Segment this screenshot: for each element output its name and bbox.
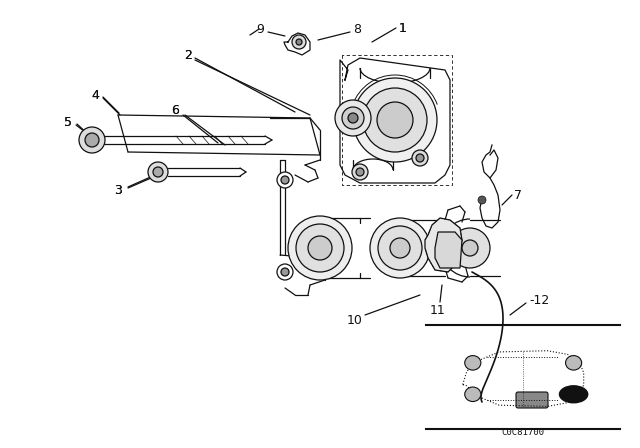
Circle shape [281, 176, 289, 184]
Text: -12: -12 [530, 293, 550, 306]
Circle shape [148, 162, 168, 182]
Polygon shape [425, 218, 462, 272]
Text: 3: 3 [114, 184, 122, 197]
Ellipse shape [566, 356, 582, 370]
Circle shape [335, 100, 371, 136]
Text: 6: 6 [171, 103, 179, 116]
Circle shape [348, 113, 358, 123]
Circle shape [363, 88, 427, 152]
Circle shape [450, 228, 490, 268]
Text: 8: 8 [353, 22, 361, 35]
Text: 5: 5 [64, 116, 72, 129]
Circle shape [559, 386, 588, 403]
Circle shape [277, 172, 293, 188]
Circle shape [281, 268, 289, 276]
Text: 2: 2 [184, 48, 192, 61]
Circle shape [412, 150, 428, 166]
Circle shape [296, 39, 302, 45]
Ellipse shape [465, 387, 481, 401]
Text: 11: 11 [430, 303, 446, 316]
FancyBboxPatch shape [516, 392, 548, 408]
Circle shape [517, 395, 527, 405]
Text: 1: 1 [399, 22, 407, 34]
Text: 4: 4 [91, 89, 99, 102]
Circle shape [390, 238, 410, 258]
Circle shape [296, 224, 344, 272]
Circle shape [478, 196, 486, 204]
Circle shape [277, 264, 293, 280]
Circle shape [153, 167, 163, 177]
Circle shape [292, 35, 306, 49]
Circle shape [462, 240, 478, 256]
Text: 4: 4 [91, 89, 99, 102]
Circle shape [356, 168, 364, 176]
Circle shape [416, 154, 424, 162]
Text: 6: 6 [171, 103, 179, 116]
Text: 7: 7 [514, 189, 522, 202]
Text: 1: 1 [399, 22, 407, 34]
Circle shape [378, 226, 422, 270]
Ellipse shape [465, 356, 481, 370]
Circle shape [352, 164, 368, 180]
Circle shape [353, 78, 437, 162]
Text: C0C81700: C0C81700 [502, 428, 545, 437]
Text: 3: 3 [114, 184, 122, 197]
Circle shape [85, 133, 99, 147]
Ellipse shape [566, 387, 582, 401]
Circle shape [288, 216, 352, 280]
Text: 5: 5 [64, 116, 72, 129]
Circle shape [370, 218, 430, 278]
Circle shape [530, 396, 538, 404]
Circle shape [79, 127, 105, 153]
Circle shape [377, 102, 413, 138]
Polygon shape [435, 232, 462, 268]
Text: 9: 9 [256, 22, 264, 35]
Text: 2: 2 [184, 48, 192, 61]
Circle shape [342, 107, 364, 129]
Circle shape [308, 236, 332, 260]
Text: 10: 10 [347, 314, 363, 327]
